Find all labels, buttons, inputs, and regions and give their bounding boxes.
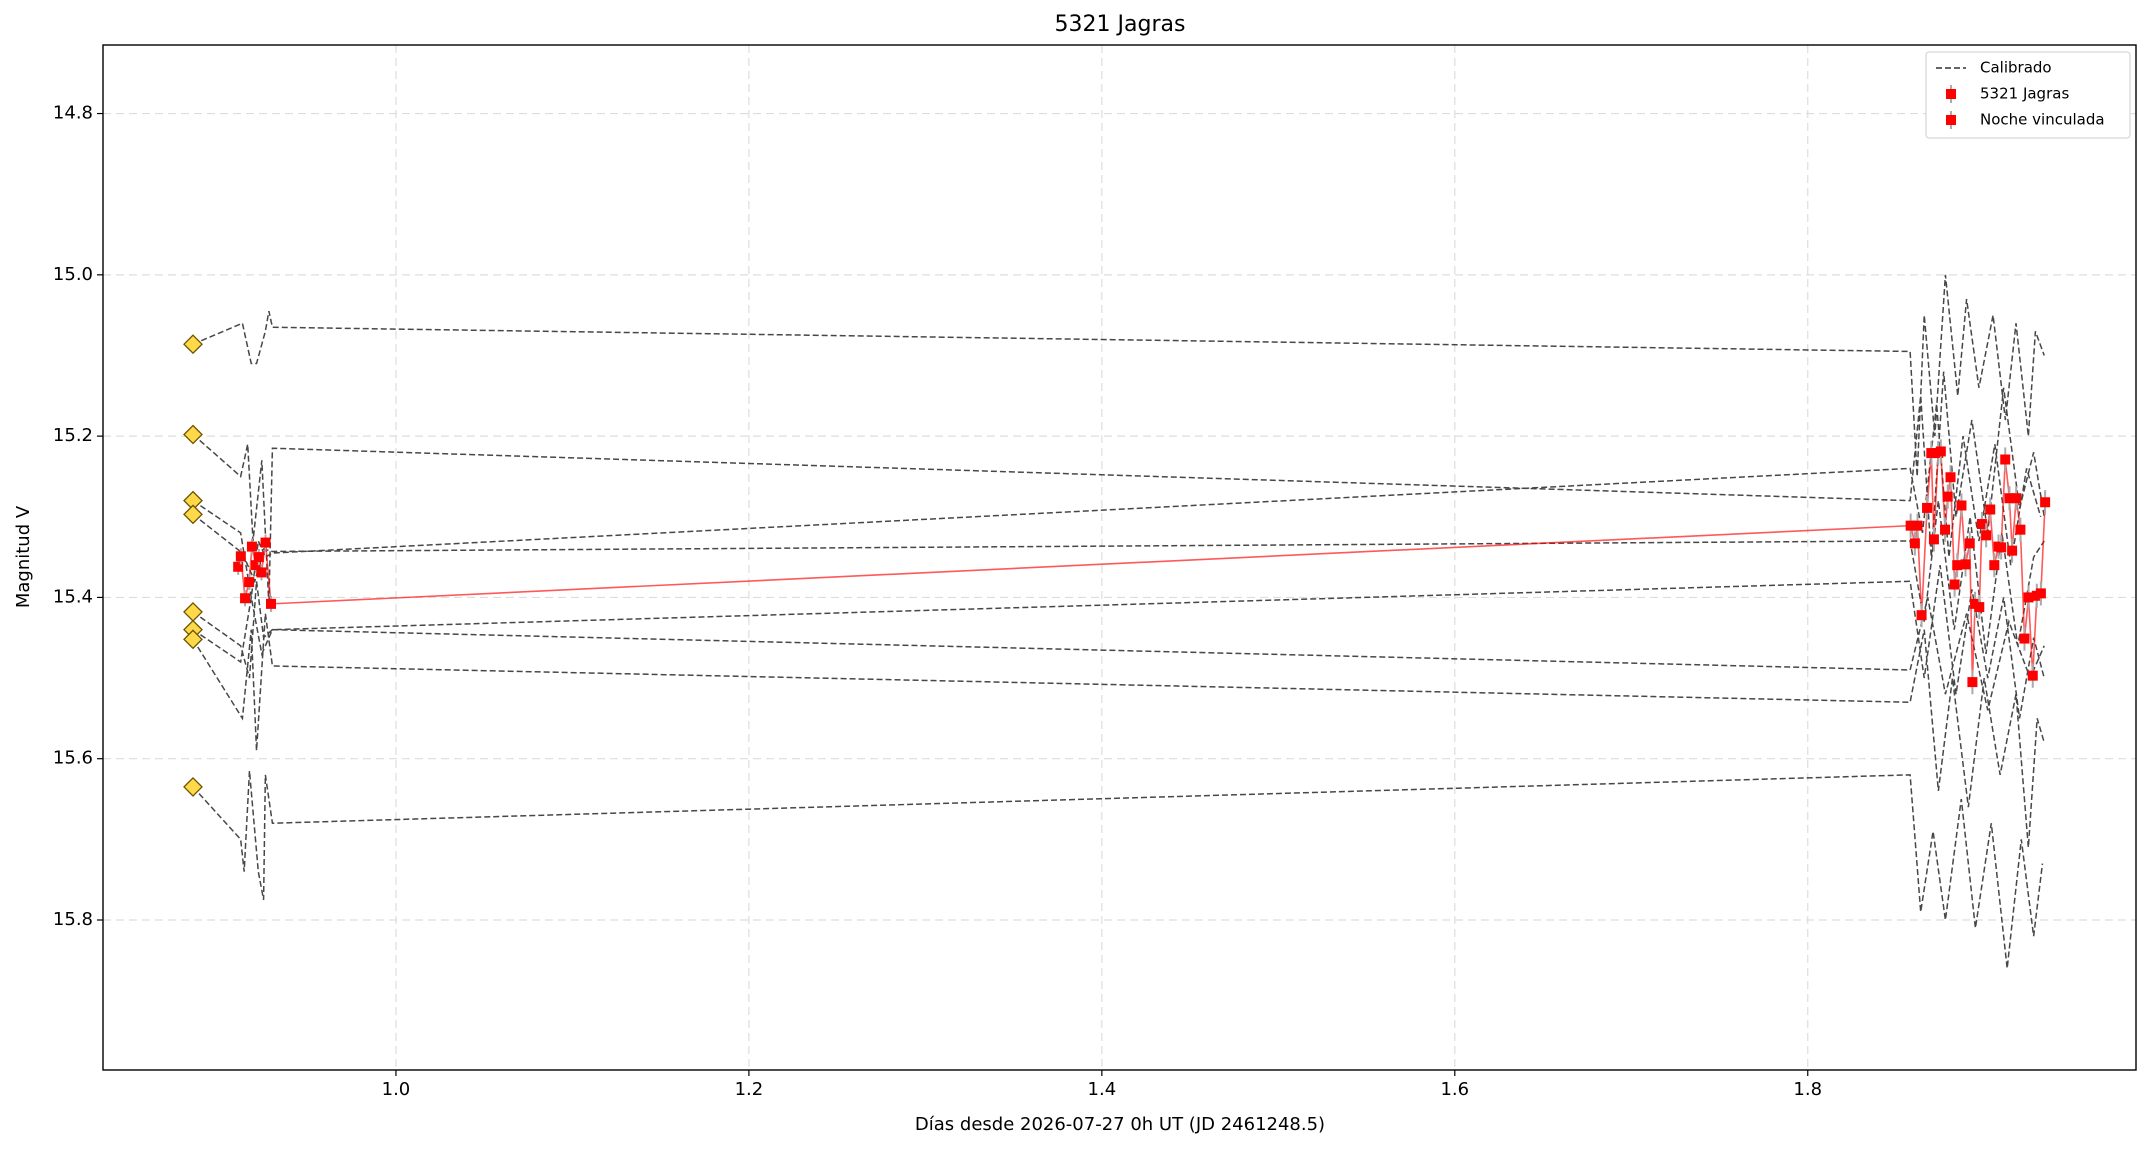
legend-symbol bbox=[1946, 115, 1956, 125]
y-tick-label: 15.6 bbox=[53, 748, 93, 769]
y-tick-label: 15.2 bbox=[53, 425, 93, 446]
data-point bbox=[244, 577, 255, 588]
x-tick-label: 1.6 bbox=[1440, 1079, 1469, 1100]
y-axis-label: Magnitud V bbox=[13, 505, 34, 608]
x-tick-label: 1.2 bbox=[735, 1079, 764, 1100]
legend-label: 5321 Jagras bbox=[1980, 85, 2069, 103]
data-point bbox=[1905, 520, 1916, 531]
data-point bbox=[1967, 677, 1978, 688]
y-tick-label: 15.0 bbox=[53, 264, 93, 285]
data-point bbox=[1964, 538, 1975, 549]
data-point bbox=[240, 593, 251, 604]
data-point bbox=[1996, 542, 2007, 553]
calibrated-line bbox=[192, 274, 2045, 969]
data-point bbox=[260, 537, 271, 548]
catalog-marker bbox=[183, 629, 203, 650]
data-point bbox=[246, 541, 257, 552]
data-point bbox=[1989, 560, 2000, 571]
data-point bbox=[1960, 559, 1971, 570]
data-point bbox=[1952, 560, 1963, 571]
catalog-marker bbox=[183, 777, 203, 797]
data-point bbox=[1909, 538, 1920, 549]
x-axis-label: Días desde 2026-07-27 0h UT (JD 2461248.… bbox=[915, 1114, 1325, 1135]
x-tick-label: 1.0 bbox=[382, 1079, 411, 1100]
data-point bbox=[1949, 579, 1960, 590]
catalog-marker bbox=[183, 602, 203, 622]
data-point bbox=[1981, 530, 1992, 541]
data-point bbox=[1956, 500, 1967, 511]
data-point bbox=[2040, 497, 2051, 508]
data-point bbox=[2015, 524, 2026, 535]
data-point bbox=[1916, 610, 1927, 621]
data-point bbox=[2027, 670, 2038, 681]
link-line bbox=[270, 524, 1911, 605]
data-point bbox=[233, 561, 244, 572]
legend-box bbox=[1925, 51, 2131, 139]
legend-symbol bbox=[1946, 89, 1956, 99]
catalog-marker bbox=[183, 424, 203, 445]
data-point bbox=[253, 552, 264, 563]
data-point bbox=[1942, 491, 1953, 502]
data-point bbox=[1940, 524, 1951, 535]
data-point bbox=[266, 598, 277, 609]
legend-label: Calibrado bbox=[1980, 59, 2052, 77]
data-point bbox=[2007, 545, 2018, 556]
plot-area bbox=[183, 274, 2051, 969]
y-tick-label: 14.8 bbox=[53, 103, 93, 124]
x-tick-label: 1.4 bbox=[1088, 1079, 1117, 1100]
data-point bbox=[1926, 448, 1937, 459]
y-tick-label: 15.4 bbox=[53, 586, 93, 607]
data-point bbox=[2019, 633, 2030, 644]
catalog-marker bbox=[183, 334, 203, 355]
data-point bbox=[251, 560, 262, 571]
data-point bbox=[2011, 493, 2022, 504]
data-point bbox=[1985, 504, 1996, 515]
data-point bbox=[256, 567, 267, 578]
y-tick-label: 15.8 bbox=[53, 909, 93, 930]
data-point bbox=[1928, 534, 1939, 545]
x-tick-label: 1.8 bbox=[1793, 1079, 1822, 1100]
data-point bbox=[2035, 588, 2046, 599]
data-point bbox=[1912, 520, 1923, 531]
data-point bbox=[1945, 472, 1956, 483]
data-point bbox=[1922, 502, 1933, 513]
plot-frame bbox=[102, 44, 2137, 1071]
data-point bbox=[235, 551, 246, 562]
legend-label: Noche vinculada bbox=[1980, 111, 2105, 129]
data-point bbox=[1976, 519, 1987, 530]
data-point bbox=[2004, 493, 2015, 504]
data-point bbox=[1974, 602, 1985, 613]
data-point bbox=[1935, 446, 1946, 457]
data-point bbox=[2000, 454, 2011, 465]
data-point bbox=[2023, 592, 2034, 603]
catalog-marker bbox=[183, 504, 203, 525]
chart-title: 5321 Jagras bbox=[1055, 12, 1186, 37]
